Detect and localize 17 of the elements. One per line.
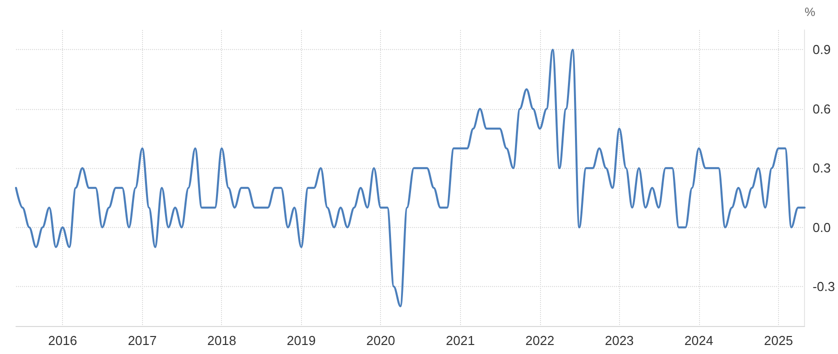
y-axis-title: % (804, 5, 816, 19)
x-tick-label: 2023 (604, 333, 634, 348)
y-tick-label: 0.9 (812, 42, 831, 58)
x-tick-label: 2020 (366, 333, 396, 348)
x-tick-label: 2018 (207, 333, 236, 348)
x-tick-label: 2016 (48, 333, 78, 348)
y-tick-label: 0.6 (812, 101, 831, 116)
x-tick-label: 2025 (764, 333, 793, 348)
x-tick-label: 2017 (128, 333, 157, 348)
line-series (15, 48, 806, 308)
x-tick-label: 2024 (684, 333, 714, 348)
x-tick-label: 2021 (446, 333, 475, 348)
x-tick-label: 2019 (286, 333, 316, 348)
x-tick-label: 2022 (525, 333, 554, 348)
y-tick-label: 0.3 (812, 160, 831, 176)
y-tick-label: -0.3 (812, 279, 836, 294)
y-tick-label: 0.0 (812, 220, 831, 235)
